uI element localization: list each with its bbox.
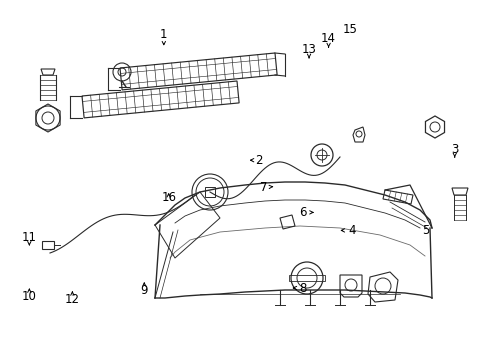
Text: 10: 10 (22, 291, 37, 303)
Text: 7: 7 (260, 181, 267, 194)
Text: 13: 13 (301, 43, 316, 56)
Text: 5: 5 (421, 224, 428, 237)
Text: 15: 15 (342, 23, 356, 36)
Text: 3: 3 (450, 143, 458, 156)
Text: 11: 11 (22, 231, 37, 244)
Text: 6: 6 (299, 206, 306, 219)
Text: 8: 8 (299, 282, 306, 294)
Text: 16: 16 (161, 191, 176, 204)
Text: 1: 1 (160, 28, 167, 41)
Text: 4: 4 (347, 224, 355, 237)
Bar (288, 275, 325, 281)
Text: 9: 9 (140, 284, 148, 297)
Text: 12: 12 (65, 293, 80, 306)
Text: 14: 14 (321, 32, 335, 45)
Text: 2: 2 (255, 154, 263, 167)
Bar (204, 187, 215, 197)
